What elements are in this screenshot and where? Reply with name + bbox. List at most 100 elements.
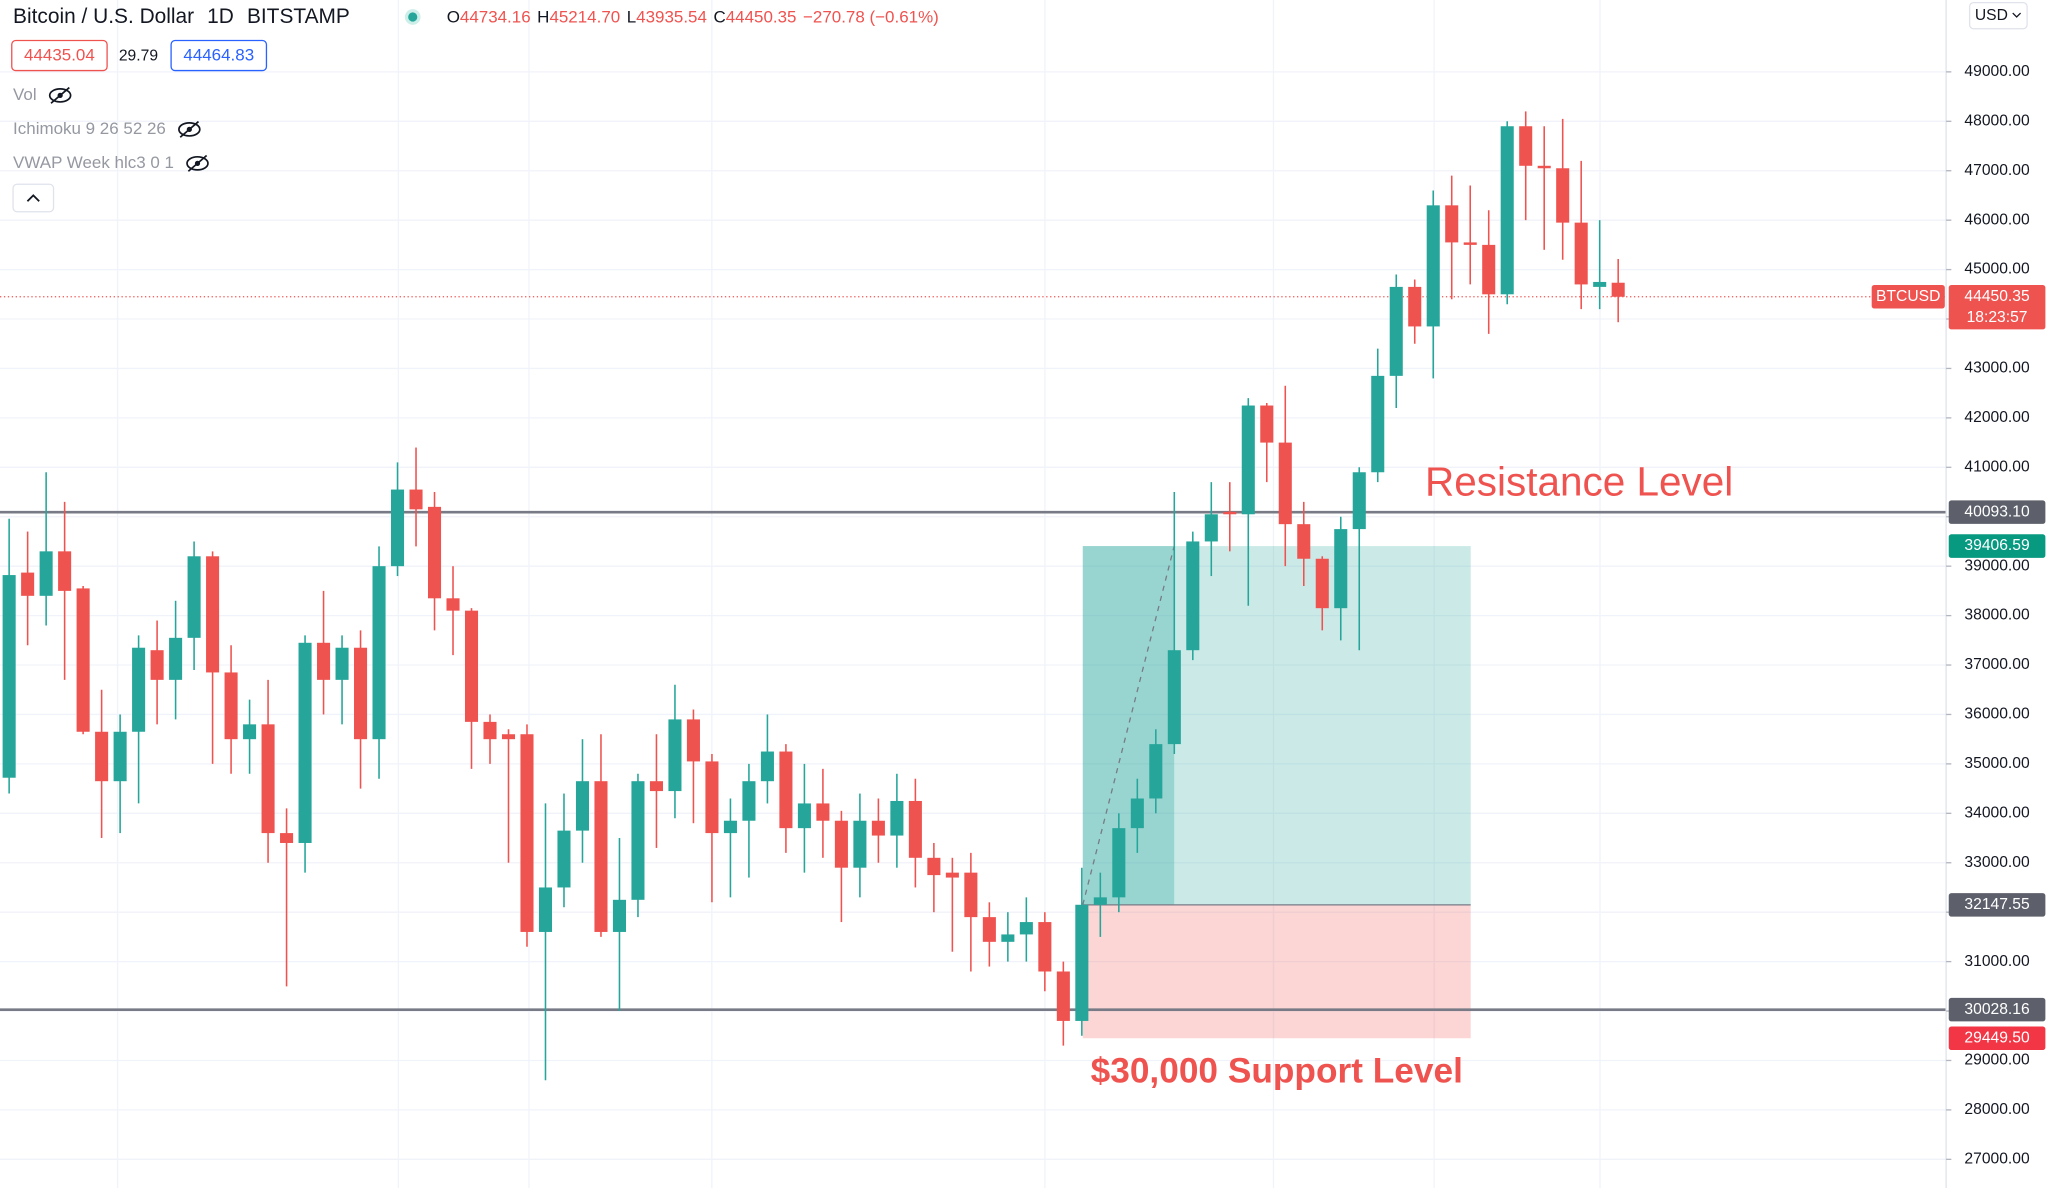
candle-body <box>1371 375 1385 473</box>
target-badge <box>1948 534 2046 558</box>
candle-body <box>1537 165 1551 169</box>
candle-body <box>1445 205 1459 243</box>
y-tick-label: 45000.00 <box>1964 261 2030 278</box>
levels <box>0 296 1947 1011</box>
status-dot <box>408 12 418 22</box>
y-tick-label: 39000.00 <box>1964 557 2030 574</box>
candle-body <box>1426 205 1440 327</box>
candle-body <box>224 672 238 740</box>
candle-body <box>58 551 72 591</box>
candle-body <box>1093 897 1107 905</box>
stop-badge-text: 29449.50 <box>1964 1029 2030 1046</box>
y-tick-label: 42000.00 <box>1964 409 2030 426</box>
symbol-badge <box>1871 284 1945 309</box>
candle-body <box>298 642 312 843</box>
exchange: BITSTAMP <box>247 5 350 28</box>
last-price-badge <box>1948 284 2046 330</box>
candle-body <box>631 781 645 900</box>
y-tick-label: 47000.00 <box>1964 162 2030 179</box>
ohlc-key: L <box>627 8 636 27</box>
candle-body <box>39 551 53 596</box>
candle-body <box>427 506 442 599</box>
candle-body <box>1593 281 1607 287</box>
candle-body <box>964 872 978 918</box>
candle-body <box>834 820 848 868</box>
y-tick-label: 28000.00 <box>1964 1101 2030 1118</box>
candle-body <box>372 566 386 740</box>
indicator: VWAP Week hlc3 0 1 <box>13 153 174 172</box>
position-tool <box>1082 545 1471 1039</box>
candle-body <box>1482 244 1496 295</box>
candle-body <box>2 575 16 778</box>
vertical-grid <box>116 0 1601 1188</box>
change: −270.78 (−0.61%) <box>803 8 939 27</box>
y-tick-label: 33000.00 <box>1964 854 2030 871</box>
ohlc-value: 44450.35 <box>726 8 797 27</box>
candle-body <box>797 803 811 829</box>
level-badge-text: 30028.16 <box>1964 1001 2030 1018</box>
symbol-badge-text: BTCUSD <box>1876 288 1940 305</box>
indicator: Ichimoku 9 26 52 26 <box>13 119 166 138</box>
y-tick-label: 31000.00 <box>1964 953 2030 970</box>
horizontal-grid <box>0 71 1947 1160</box>
candle-body <box>1278 442 1292 525</box>
stop-badge <box>1948 1026 2046 1051</box>
candle-body <box>1315 558 1329 609</box>
level-badge <box>1948 500 2046 524</box>
candle-body <box>132 647 146 732</box>
candle-body <box>150 650 164 680</box>
ohlc-value: 44734.16 <box>460 8 531 27</box>
y-tick-label: 43000.00 <box>1964 360 2030 377</box>
profit-progress <box>1082 546 1175 905</box>
entry-badge <box>1948 893 2046 917</box>
last-price-badge-text: 44450.35 <box>1964 288 2030 305</box>
hidden-icon-slash <box>50 86 70 104</box>
ohlc-key: C <box>713 8 725 27</box>
entry-badge-text: 32147.55 <box>1964 896 2030 913</box>
candle-body <box>668 719 682 792</box>
candle-body <box>1186 541 1200 651</box>
candle-body <box>908 800 922 858</box>
y-tick-label: 38000.00 <box>1964 607 2030 624</box>
candle-body <box>649 781 663 792</box>
level-badge-text: 40093.10 <box>1964 503 2030 520</box>
y-tick-label: 48000.00 <box>1964 112 2030 129</box>
ask-box[interactable] <box>170 39 268 72</box>
candle-body <box>1556 168 1570 223</box>
candle-body <box>871 820 885 836</box>
candle-body <box>1352 472 1366 530</box>
candle-body <box>483 721 497 740</box>
candle-body <box>243 724 257 740</box>
candle-body <box>538 887 553 932</box>
stop-zone <box>1082 904 1471 1039</box>
candle-body <box>169 637 183 680</box>
candle-body <box>1297 524 1311 559</box>
hidden-icon <box>48 88 72 103</box>
candle-body <box>927 857 941 876</box>
bid-box[interactable] <box>11 39 108 72</box>
collapse-button[interactable] <box>12 183 55 213</box>
candle-body <box>261 724 275 834</box>
annotation: $30,000 Support Level <box>1091 1051 1463 1090</box>
candle-body <box>853 820 867 868</box>
candle-body <box>686 719 700 762</box>
candle-body <box>594 781 608 932</box>
candle-body <box>945 872 959 878</box>
hidden-icon-slash <box>187 154 208 172</box>
candle-body <box>21 572 35 596</box>
candle-body <box>1223 511 1237 515</box>
candle-body <box>779 751 793 829</box>
hidden-icon <box>178 122 201 137</box>
ohlc-key: H <box>537 8 549 27</box>
y-tick-label: 35000.00 <box>1964 755 2030 772</box>
candle-body <box>1038 922 1052 972</box>
candle-body <box>187 556 201 638</box>
currency-button[interactable] <box>1968 1 2028 30</box>
candle-body <box>280 833 294 843</box>
y-tick-label: 49000.00 <box>1964 63 2030 80</box>
level-badge <box>1948 997 2046 1022</box>
candle-body <box>1075 904 1089 1021</box>
candle-body <box>612 899 626 932</box>
